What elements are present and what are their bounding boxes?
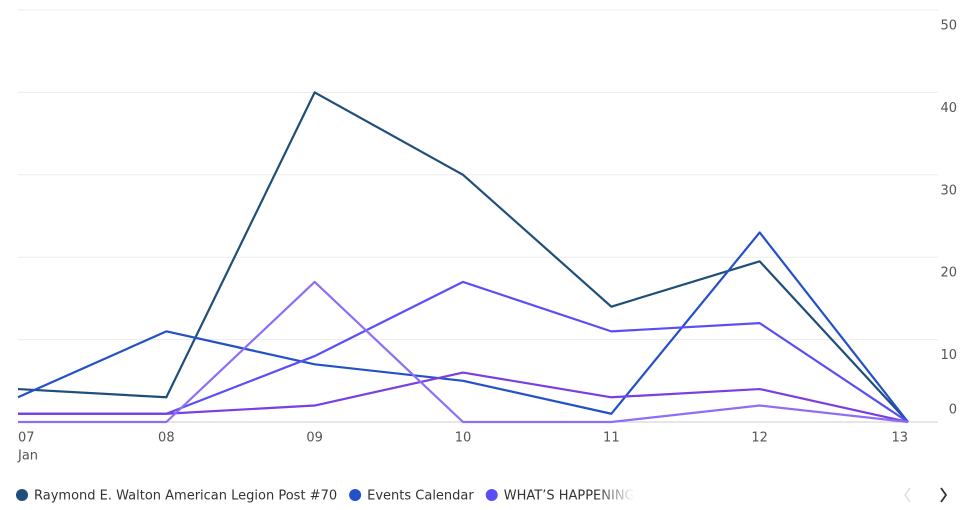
series-line	[17, 231, 909, 423]
y-tick-label: 0	[949, 403, 957, 418]
series-line	[18, 280, 909, 423]
x-tick-label: 12	[751, 431, 768, 446]
x-tick-label: 13	[891, 431, 908, 446]
x-tick-label: 08	[158, 431, 175, 446]
legend-label: Raymond E. Walton American Legion Post #…	[34, 489, 337, 504]
series-line	[18, 371, 909, 424]
legend-prev[interactable]	[904, 487, 911, 503]
y-tick-label: 20	[940, 266, 957, 281]
x-tick-label: 10	[455, 431, 472, 446]
legend-marker	[16, 489, 28, 501]
legend-marker	[349, 489, 362, 501]
legend-label: Events Calendar	[367, 489, 474, 504]
x-tick-label: 07	[18, 431, 35, 446]
x-tick-label: 09	[306, 431, 323, 446]
x-tick-label: 11	[603, 431, 620, 446]
series-line	[18, 280, 909, 424]
series-line	[17, 91, 909, 423]
legend-marker	[485, 489, 498, 501]
legend-label: WHAT’S HAPPENING	[504, 489, 635, 504]
y-tick-label: 10	[940, 348, 957, 363]
legend-next[interactable]	[940, 487, 948, 503]
y-tick-label: 30	[940, 183, 957, 198]
y-tick-label: 50	[940, 19, 957, 34]
y-tick-label: 40	[940, 101, 957, 116]
x-month-label: Jan	[17, 449, 38, 464]
